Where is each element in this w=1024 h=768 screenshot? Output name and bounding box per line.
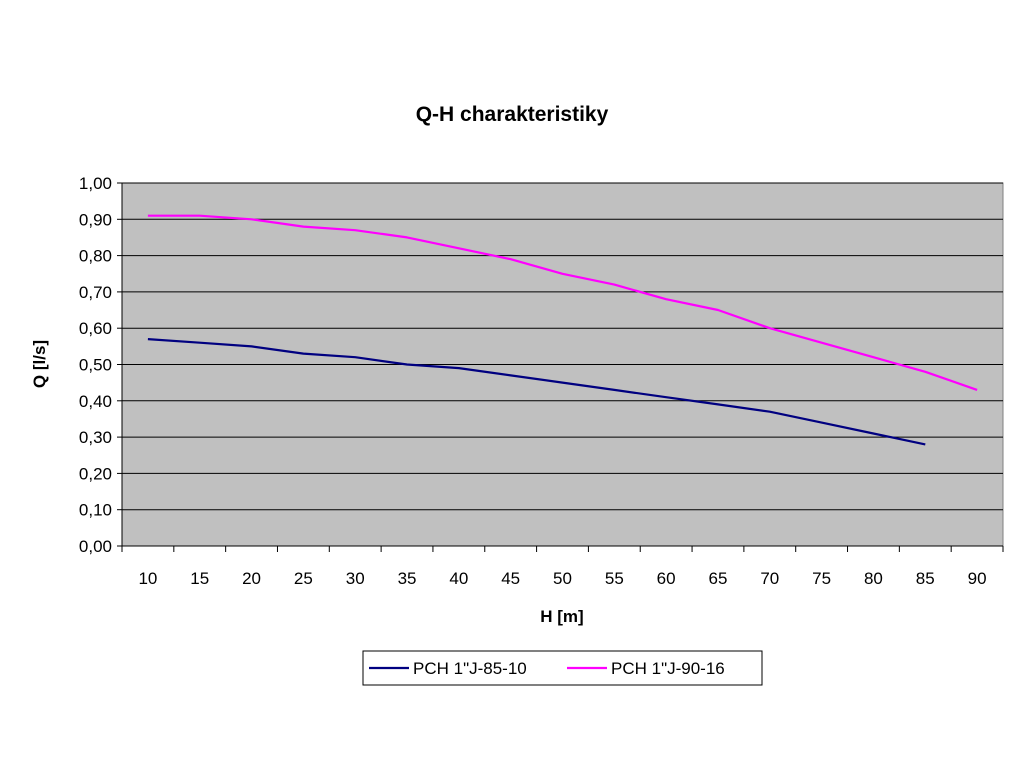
x-tick-label: 55 [605,569,624,588]
chart-title: Q-H charakteristiky [416,103,609,126]
y-tick-label: 0,80 [79,247,112,266]
y-tick-label: 0,10 [79,501,112,520]
legend-label-1: PCH 1"J-85-10 [413,659,527,678]
x-axis-label: H [m] [540,607,583,626]
y-tick-label: 1,00 [79,174,112,193]
legend-label-2: PCH 1"J-90-16 [611,659,725,678]
plot-area: 0,00 0,10 0,20 0,30 0,40 0,50 0,60 0,70 0,80 0,90… [79,174,1004,588]
legend: PCH 1"J-85-10 PCH 1"J-90-16 [362,650,763,686]
y-axis-label: Q [l/s] [30,340,49,388]
y-tick-label: 0,20 [79,464,112,483]
x-tick-label: 40 [449,569,468,588]
y-tick-label: 0,00 [79,537,112,556]
legend-box [362,650,763,686]
x-tick-label: 30 [346,569,365,588]
y-tick-label: 0,60 [79,319,112,338]
x-tick-label: 20 [242,569,261,588]
x-tick-label: 85 [916,569,935,588]
x-tick-label: 75 [812,569,831,588]
x-tick-label: 80 [864,569,883,588]
x-tick-label: 90 [968,569,987,588]
y-tick-label: 0,70 [79,283,112,302]
y-tick-label: 0,50 [79,356,112,375]
x-tick-label: 10 [138,569,157,588]
x-tick-label: 25 [294,569,313,588]
x-tick-label: 45 [501,569,520,588]
x-tick-label: 70 [760,569,779,588]
y-tick-label: 0,40 [79,392,112,411]
x-tick-label: 50 [553,569,572,588]
x-tick-label: 15 [190,569,209,588]
x-tick-label: 35 [398,569,417,588]
series-line-2 [147,214,978,391]
series-line-1 [147,338,926,446]
x-tick-label: 65 [709,569,728,588]
y-tick-label: 0,30 [79,428,112,447]
x-tick-label: 60 [657,569,676,588]
y-tick-label: 0,90 [79,210,112,229]
